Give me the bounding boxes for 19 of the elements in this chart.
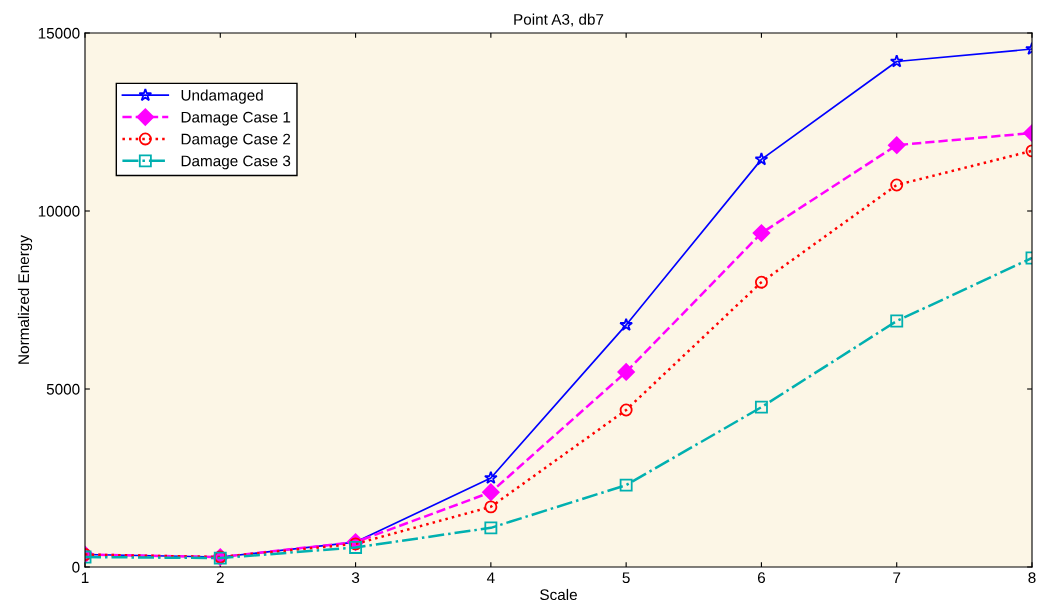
x-tick-label: 3 (351, 572, 360, 584)
y-axis-title: Normalized Energy (17, 235, 33, 364)
chart-title: Point A3, db7 (514, 13, 604, 27)
x-tick-label: 8 (1028, 572, 1036, 584)
x-tick-label: 1 (81, 572, 89, 583)
x-axis-title: Scale (540, 588, 577, 601)
x-tick-label: 4 (486, 572, 495, 583)
legend-label: Damage Case 3 (181, 155, 291, 170)
x-tick-label: 5 (622, 572, 630, 584)
y-tick-label: 15000 (38, 27, 80, 39)
y-tick-label: 0 (72, 561, 80, 573)
x-tick-label: 7 (893, 572, 901, 583)
legend-label: Undamaged (181, 89, 263, 104)
x-tick-label: 6 (757, 572, 766, 584)
legend-label: Damage Case 2 (181, 133, 291, 148)
legend-label: Damage Case 1 (181, 111, 291, 126)
y-tick-label: 10000 (38, 205, 80, 217)
x-tick-label: 2 (216, 572, 224, 583)
y-tick-label: 5000 (46, 383, 80, 395)
